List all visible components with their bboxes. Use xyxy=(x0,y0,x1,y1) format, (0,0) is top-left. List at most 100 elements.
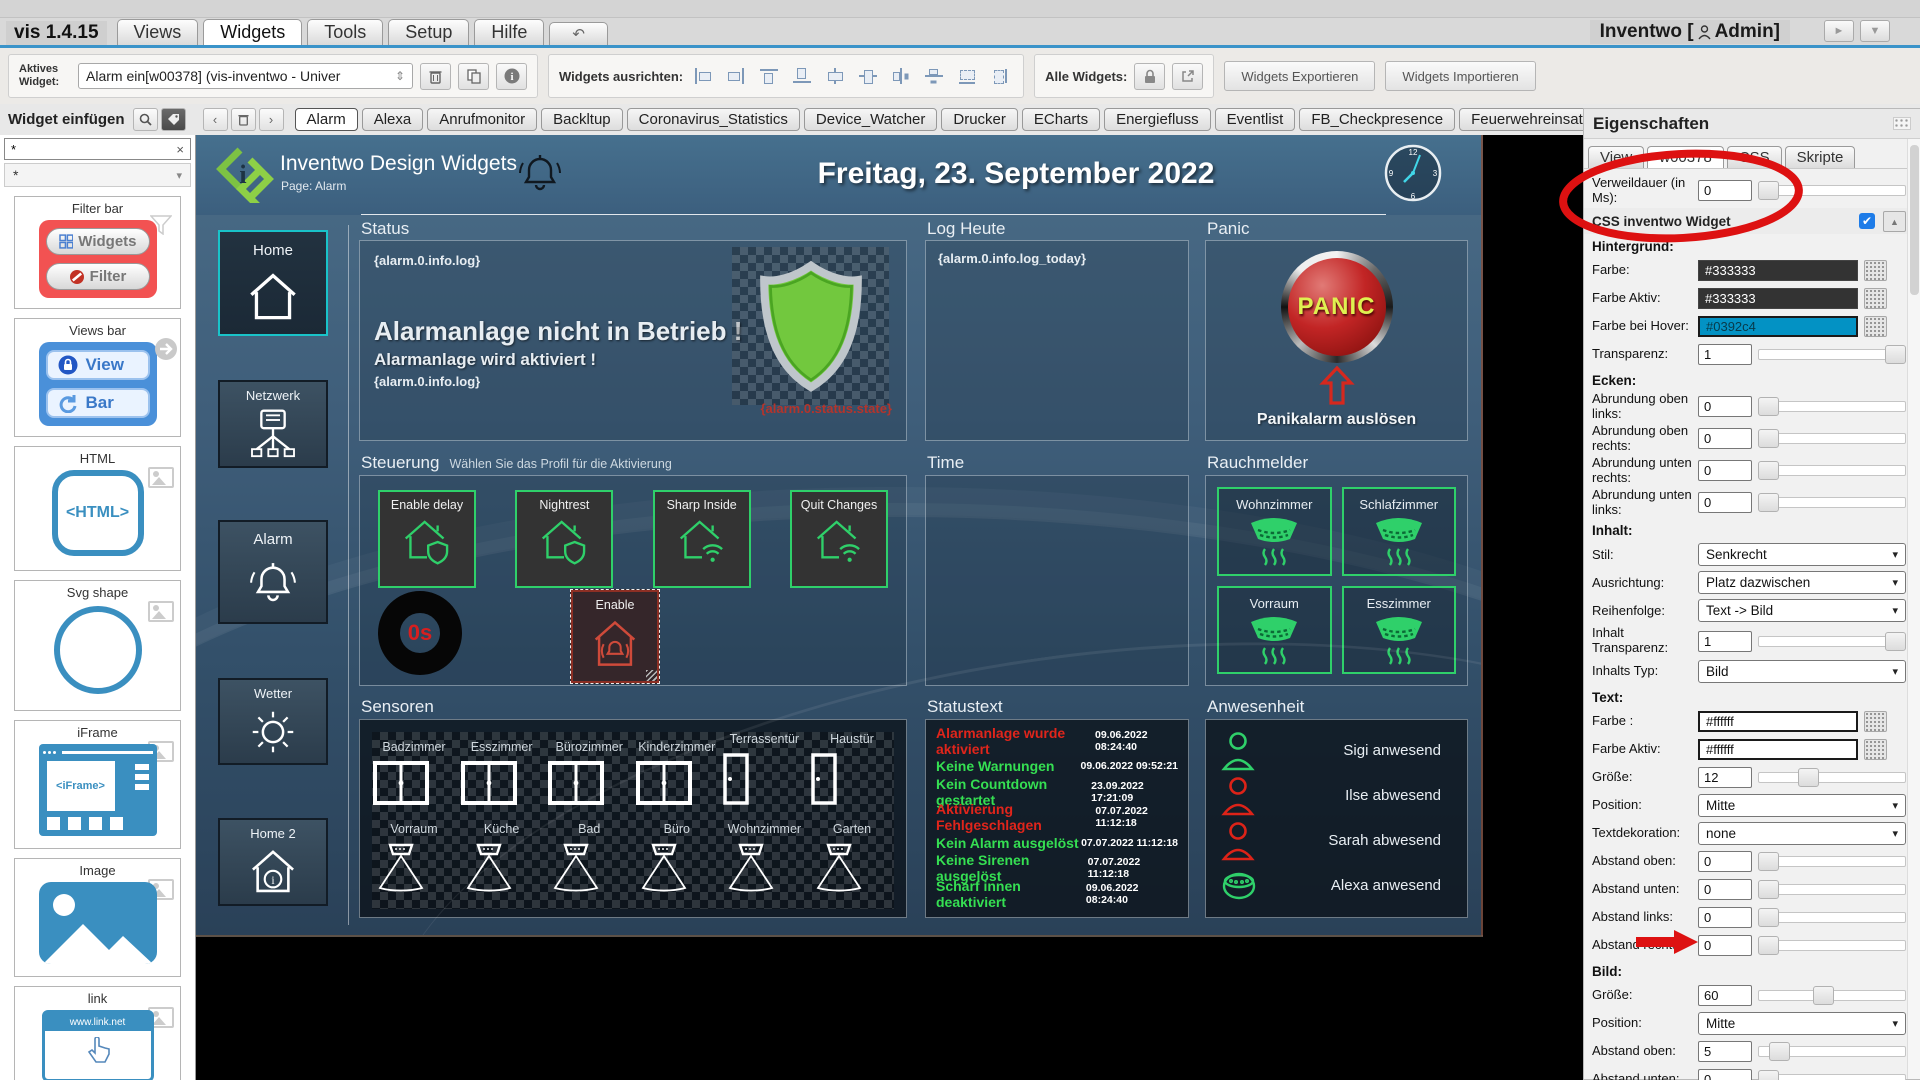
smoke-detector-tile[interactable]: Schlafzimmer xyxy=(1341,487,1456,576)
view-tab[interactable]: Coronavirus_Statistics xyxy=(626,108,800,131)
abstand-input[interactable] xyxy=(1698,934,1752,956)
view-tab[interactable]: Alexa xyxy=(361,108,424,131)
profile-tile[interactable]: Sharp Inside xyxy=(652,490,751,588)
abrundung-slider[interactable] xyxy=(1758,429,1906,449)
text-color-input[interactable]: #ffffff xyxy=(1698,710,1858,732)
inhalts-typ-select[interactable]: Bild ▾ xyxy=(1698,659,1906,683)
text-active-color-input[interactable]: #ffffff xyxy=(1698,738,1858,760)
inhalt-transparenz-input[interactable] xyxy=(1698,630,1752,652)
bild-groesse-slider[interactable] xyxy=(1758,985,1906,1005)
text-groesse-input[interactable] xyxy=(1698,766,1752,788)
abrundung-slider[interactable] xyxy=(1758,461,1906,481)
profile-tile[interactable]: Nightrest xyxy=(515,490,614,588)
menu-tab[interactable]: Setup xyxy=(388,19,470,45)
ausrichtung-select[interactable]: Platz dazwischen ▾ xyxy=(1698,571,1906,595)
transparenz-input[interactable] xyxy=(1698,344,1752,366)
undo-tab[interactable]: ↶ xyxy=(549,22,608,45)
search-widget-button[interactable] xyxy=(132,108,158,131)
palette-card-svg-shape[interactable]: Svg shape xyxy=(14,580,181,711)
menu-tab[interactable]: Widgets xyxy=(203,19,303,45)
properties-scrollbar[interactable] xyxy=(1907,139,1920,1079)
verweildauer-slider[interactable] xyxy=(1758,181,1906,201)
smoke-detector-tile[interactable]: Wohnzimmer xyxy=(1217,487,1332,576)
palette-card-link[interactable]: link www.link.net xyxy=(14,986,181,1080)
nav-tile-netzwerk[interactable]: Netzwerk xyxy=(218,380,328,468)
motion-sensor-tile[interactable]: Büro xyxy=(635,822,719,898)
color-picker-button[interactable] xyxy=(1864,316,1887,338)
nav-tile-home[interactable]: Home xyxy=(218,230,328,336)
view-tab[interactable]: Device_Watcher xyxy=(803,108,938,131)
abstand-slider[interactable] xyxy=(1758,851,1906,871)
properties-tab[interactable]: w00378 xyxy=(1647,146,1724,168)
abrundung-input[interactable] xyxy=(1698,460,1752,482)
align-icon-button[interactable] xyxy=(924,67,944,85)
text-groesse-slider[interactable] xyxy=(1758,767,1906,787)
window-sensor-tile[interactable]: Badzimmer xyxy=(372,740,456,806)
smoke-detector-tile[interactable]: Vorraum xyxy=(1217,585,1332,674)
abrundung-input[interactable] xyxy=(1698,428,1752,450)
abrundung-slider[interactable] xyxy=(1758,397,1906,417)
abstand-input[interactable] xyxy=(1698,1040,1752,1062)
resize-handle[interactable] xyxy=(646,670,657,681)
window-sensor-tile[interactable]: Esszimmer xyxy=(460,740,544,806)
properties-tab[interactable]: Skripte xyxy=(1784,146,1856,168)
abstand-slider[interactable] xyxy=(1758,879,1906,899)
view-tab[interactable]: Anrufmonitor xyxy=(427,108,538,131)
abstand-input[interactable] xyxy=(1698,1068,1752,1080)
abrundung-input[interactable] xyxy=(1698,396,1752,418)
transparenz-slider[interactable] xyxy=(1758,345,1906,365)
nav-tile-alarm[interactable]: Alarm xyxy=(218,520,328,624)
open-widgets-button[interactable] xyxy=(1172,62,1204,90)
menu-tab[interactable]: Views xyxy=(116,19,199,45)
bg-active-color-input[interactable]: #333333 xyxy=(1698,288,1858,310)
motion-sensor-tile[interactable]: Wohnzimmer xyxy=(722,822,806,898)
view-tab[interactable]: Eventlist xyxy=(1214,108,1296,131)
color-picker-button[interactable] xyxy=(1864,738,1887,760)
bild-groesse-input[interactable] xyxy=(1698,984,1752,1006)
tag-button[interactable] xyxy=(160,108,186,131)
color-picker-button[interactable] xyxy=(1864,260,1887,282)
dropdown-button[interactable]: ▼ xyxy=(1860,20,1890,42)
widget-info-button[interactable]: i xyxy=(496,62,527,90)
inhalt-transparenz-slider[interactable] xyxy=(1758,631,1906,651)
reihenfolge-select[interactable]: Text -> Bild ▾ xyxy=(1698,599,1906,623)
enable-tile-selected[interactable]: Enable xyxy=(570,589,660,684)
align-icon-button[interactable] xyxy=(957,67,977,85)
import-widgets-button[interactable]: Widgets Importieren xyxy=(1385,61,1536,91)
abstand-slider[interactable] xyxy=(1758,1041,1906,1061)
abstand-slider[interactable] xyxy=(1758,1069,1906,1080)
bg-color-input[interactable]: #333333 xyxy=(1698,260,1858,282)
textdekoration-select[interactable]: none ▾ xyxy=(1698,821,1906,845)
color-picker-button[interactable] xyxy=(1864,710,1887,732)
bild-position-select[interactable]: Mitte ▾ xyxy=(1698,1011,1906,1035)
palette-card-html[interactable]: HTML <HTML> xyxy=(14,446,181,571)
clear-icon[interactable]: × xyxy=(176,141,184,157)
palette-card-views-bar[interactable]: Views bar View Bar xyxy=(14,318,181,437)
align-icon-button[interactable] xyxy=(891,67,911,85)
text-position-select[interactable]: Mitte ▾ xyxy=(1698,793,1906,817)
view-tab[interactable]: FB_Checkpresence xyxy=(1299,108,1456,131)
css-widget-checkbox[interactable]: ✔ xyxy=(1859,213,1875,230)
align-icon-button[interactable] xyxy=(858,67,878,85)
export-widgets-button[interactable]: Widgets Exportieren xyxy=(1224,61,1376,91)
align-icon-button[interactable] xyxy=(825,67,845,85)
motion-sensor-tile[interactable]: Küche xyxy=(460,822,544,898)
abstand-input[interactable] xyxy=(1698,878,1752,900)
align-icon-button[interactable] xyxy=(759,67,779,85)
motion-sensor-tile[interactable]: Garten xyxy=(810,822,894,898)
panic-button[interactable]: PANIC xyxy=(1280,251,1393,363)
palette-filter-select[interactable]: * ▾ xyxy=(4,163,191,187)
door-sensor-tile[interactable]: Haustür xyxy=(810,732,894,806)
align-icon-button[interactable] xyxy=(693,67,713,85)
view-tab[interactable]: Energiefluss xyxy=(1104,108,1211,131)
delete-view-button[interactable] xyxy=(230,108,256,131)
view-tab[interactable]: Backltup xyxy=(541,108,623,131)
stil-select[interactable]: Senkrecht ▾ xyxy=(1698,543,1906,567)
view-tab[interactable]: ECharts xyxy=(1021,108,1101,131)
nav-tile-home2[interactable]: Home 2 i xyxy=(218,818,328,906)
profile-tile[interactable]: Quit Changes xyxy=(789,490,888,588)
active-widget-select[interactable]: Alarm ein[w00378] (vis-inventwo - Univer… xyxy=(78,63,413,89)
collapse-button[interactable]: ▲ xyxy=(1883,210,1906,232)
palette-card-iframe[interactable]: iFrame <iFrame> xyxy=(14,720,181,849)
motion-sensor-tile[interactable]: Vorraum xyxy=(372,822,456,898)
